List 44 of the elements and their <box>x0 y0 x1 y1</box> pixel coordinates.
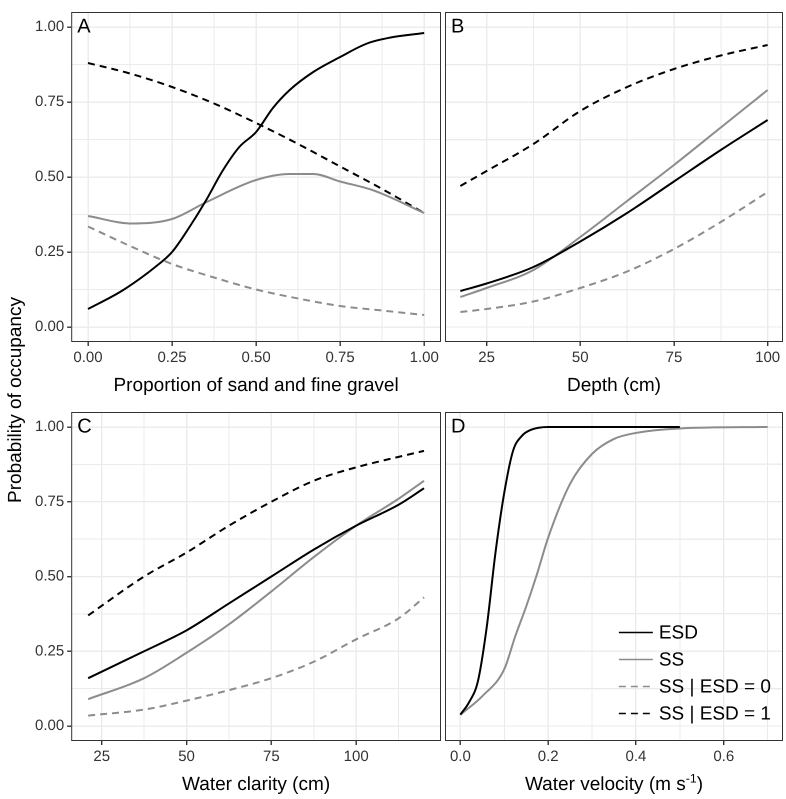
x-tick-label: 0.50 <box>241 349 271 366</box>
annotation: B <box>451 16 464 38</box>
legend-label: SS | ESD = 1 <box>658 704 772 725</box>
x-tick-label: 25 <box>93 748 110 766</box>
y-tick-label: 0.50 <box>34 568 64 585</box>
y-tick-label: 0.00 <box>34 318 64 336</box>
y-tick-label: 1.00 <box>34 418 64 436</box>
x-tick-label: 75 <box>263 748 280 766</box>
annotation: D <box>451 416 466 438</box>
line-series <box>87 596 426 717</box>
y-axis-title: Probability of occupancy <box>5 296 27 502</box>
y-tick-label: 0.50 <box>34 168 64 186</box>
line-series <box>87 450 426 616</box>
y-tick-label: 0.25 <box>34 642 64 660</box>
x-tick-label: 0.6 <box>713 748 734 766</box>
x-tick-label: 0.4 <box>626 748 646 766</box>
x-tick-label: 75 <box>666 349 682 366</box>
x-tick-label: 0.75 <box>326 349 355 366</box>
legend-label: SS | ESD = 0 <box>658 676 772 698</box>
y-tick-label: 0.00 <box>34 717 64 734</box>
legend-label: SS <box>658 650 684 671</box>
y-tick-label: 1.00 <box>34 18 64 36</box>
annotation: A <box>77 16 92 38</box>
x-tick-label: 25 <box>478 349 495 366</box>
x-tick-label: 1.00 <box>410 349 439 366</box>
y-tick-label: 0.75 <box>34 93 64 110</box>
y-tick-label: 0.75 <box>34 492 64 510</box>
x-tick-label: 50 <box>572 349 589 366</box>
x-tick-label: 0.25 <box>157 349 187 366</box>
x-axis-title: Water clarity (cm) <box>182 774 330 795</box>
line-series <box>87 226 426 316</box>
x-axis-title: Depth (cm) <box>567 375 661 396</box>
x-tick-label: 100 <box>344 748 369 766</box>
annotation: C <box>77 416 92 438</box>
x-axis-title: Proportion of sand and fine gravel <box>114 375 399 396</box>
x-tick-label: 50 <box>178 748 195 766</box>
line-series <box>87 32 426 310</box>
x-tick-label: 100 <box>755 349 780 366</box>
x-tick-label: 0.2 <box>538 748 559 766</box>
legend-label: ESD <box>658 622 698 644</box>
x-tick-label: 0.0 <box>450 748 471 766</box>
x-tick-label: 0.00 <box>73 349 103 366</box>
line-series <box>87 173 426 224</box>
y-tick-label: 0.25 <box>34 243 64 260</box>
